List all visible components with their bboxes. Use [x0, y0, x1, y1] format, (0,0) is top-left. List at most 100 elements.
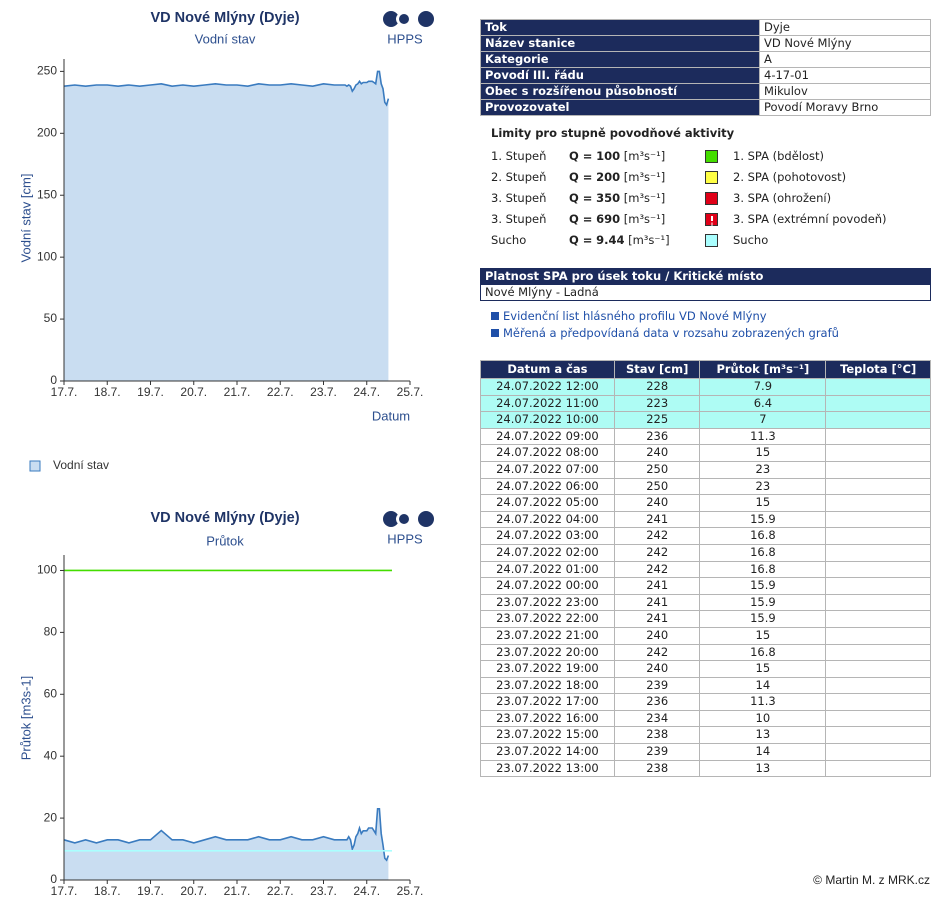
- cell: 24.07.2022 11:00: [480, 394, 615, 413]
- cell: 240: [613, 494, 701, 512]
- q-value: 100: [596, 149, 621, 163]
- cell: 236: [613, 693, 701, 711]
- cell: [825, 444, 931, 462]
- x-tick-label: 23.7.: [310, 385, 337, 399]
- spa-label: Sucho: [733, 233, 769, 247]
- cell: 23.07.2022 18:00: [480, 676, 615, 695]
- data-row: 23.07.2022 15:00 238 13: [480, 726, 931, 745]
- cell: 242: [613, 643, 701, 662]
- y-tick-label: 60: [44, 686, 58, 700]
- cell: 225: [613, 411, 701, 429]
- station-key: Provozovatel: [480, 99, 760, 116]
- limit-level: 2. Stupeň: [491, 170, 547, 184]
- footer: © Martin M. z MRK.cz: [813, 873, 930, 887]
- cell: 23.07.2022 21:00: [480, 626, 615, 645]
- cell: [825, 660, 931, 678]
- cell: 24.07.2022 12:00: [480, 378, 615, 396]
- cell: 23.07.2022 16:00: [480, 709, 615, 728]
- x-tick-label: 22.7.: [267, 385, 294, 399]
- validity-table: Platnost SPA pro úsek toku / Kritické mí…: [480, 268, 931, 301]
- cell: 240: [613, 444, 701, 462]
- spa-color: [705, 171, 718, 184]
- cell: 238: [613, 759, 701, 778]
- chart-subtitle: Průtok: [206, 533, 244, 548]
- cell: [825, 759, 931, 778]
- q-value: 350: [596, 191, 621, 205]
- cell: 23.07.2022 23:00: [480, 593, 615, 612]
- x-tick-label: 21.7.: [224, 884, 251, 898]
- cell: 242: [613, 543, 701, 562]
- data-row: 24.07.2022 05:00 240 15: [480, 494, 931, 512]
- cell: 242: [613, 527, 701, 545]
- data-row: 23.07.2022 14:00 239 14: [480, 743, 931, 761]
- cell: 15: [699, 494, 827, 512]
- q-value: 690: [596, 212, 621, 226]
- q-unit: [m³s⁻¹]: [623, 170, 666, 184]
- spa-label: 1. SPA (bdělost): [733, 149, 825, 163]
- x-tick-label: 18.7.: [94, 884, 121, 898]
- data-row: 24.07.2022 04:00 241 15.9: [480, 510, 931, 529]
- x-tick-label: 24.7.: [353, 385, 380, 399]
- spa-color: [705, 234, 718, 247]
- cell: 23.07.2022 20:00: [480, 643, 615, 662]
- spa-label: 2. SPA (pohotovost): [733, 170, 847, 184]
- y-tick-label: 0: [50, 373, 57, 387]
- cell: 23.07.2022 17:00: [480, 693, 615, 711]
- q-label: Q =: [569, 191, 593, 205]
- y-tick-label: 40: [44, 748, 58, 762]
- column-header: Datum a čas: [480, 360, 615, 379]
- y-tick-label: 80: [44, 625, 58, 639]
- cell: [825, 743, 931, 761]
- cell: 250: [613, 477, 701, 496]
- q-label: Q =: [569, 149, 593, 163]
- data-row: 24.07.2022 10:00 225 7: [480, 411, 931, 429]
- limit-level: Sucho: [491, 233, 527, 247]
- cell: 15.9: [699, 577, 827, 595]
- station-key: Obec s rozšířenou působností: [480, 83, 760, 100]
- cell: 6.4: [699, 394, 827, 413]
- area: [64, 808, 389, 880]
- area: [64, 71, 389, 382]
- cell: 16.8: [699, 543, 827, 562]
- link[interactable]: Evidenční list hlásného profilu VD Nové …: [491, 308, 931, 325]
- column-header: Stav [cm]: [613, 360, 701, 379]
- limit-row: 3. Stupeň Q = 350 [m³s⁻¹] 3. SPA (ohrožení…: [491, 188, 931, 209]
- link[interactable]: Měřená a předpovídaná data v rozsahu zob…: [491, 325, 931, 342]
- info-panel: Tok Dyje Název stanice VD Nové Mlýny Kategor…: [480, 19, 931, 778]
- hpps-logo: [383, 511, 434, 527]
- cell: 242: [613, 560, 701, 579]
- cell: [825, 726, 931, 745]
- data-row: 24.07.2022 08:00 240 15: [480, 444, 931, 462]
- cell: [825, 378, 931, 396]
- cell: [825, 577, 931, 595]
- legend-swatch: [29, 460, 41, 472]
- cell: [825, 477, 931, 496]
- y-tick-label: 250: [37, 64, 57, 78]
- cell: [825, 527, 931, 545]
- links: Evidenční list hlásného profilu VD Nové …: [480, 308, 931, 342]
- x-tick-label: 20.7.: [180, 385, 207, 399]
- cell: 24.07.2022 10:00: [480, 411, 615, 429]
- station-value: A: [759, 51, 931, 68]
- station-value: 4-17-01: [759, 67, 931, 84]
- data-row: 24.07.2022 02:00 242 16.8: [480, 543, 931, 562]
- limit-q: Q = 100 [m³s⁻¹]: [569, 146, 665, 167]
- station-row: Povodí III. řádu 4-17-01: [480, 67, 931, 84]
- y-tick-label: 100: [37, 563, 57, 577]
- cell: 24.07.2022 09:00: [480, 427, 615, 446]
- cell: 239: [613, 743, 701, 761]
- x-tick-label: 25.7.: [397, 884, 424, 898]
- cell: 24.07.2022 04:00: [480, 510, 615, 529]
- station-key: Kategorie: [480, 51, 760, 68]
- cell: [825, 693, 931, 711]
- line: [63, 808, 390, 862]
- cell: [825, 626, 931, 645]
- limit-row: 3. Stupeň Q = 690 [m³s⁻¹] 3. SPA (extrémní…: [491, 209, 931, 230]
- x-tick-label: 24.7.: [353, 884, 380, 898]
- cell: [825, 427, 931, 446]
- cell: 241: [613, 593, 701, 612]
- chart-title: VD Nové Mlýny (Dyje): [150, 510, 299, 526]
- y-axis-label: Průtok [m3s-1]: [18, 676, 33, 761]
- cell: 240: [613, 626, 701, 645]
- y-tick-label: 150: [37, 187, 57, 201]
